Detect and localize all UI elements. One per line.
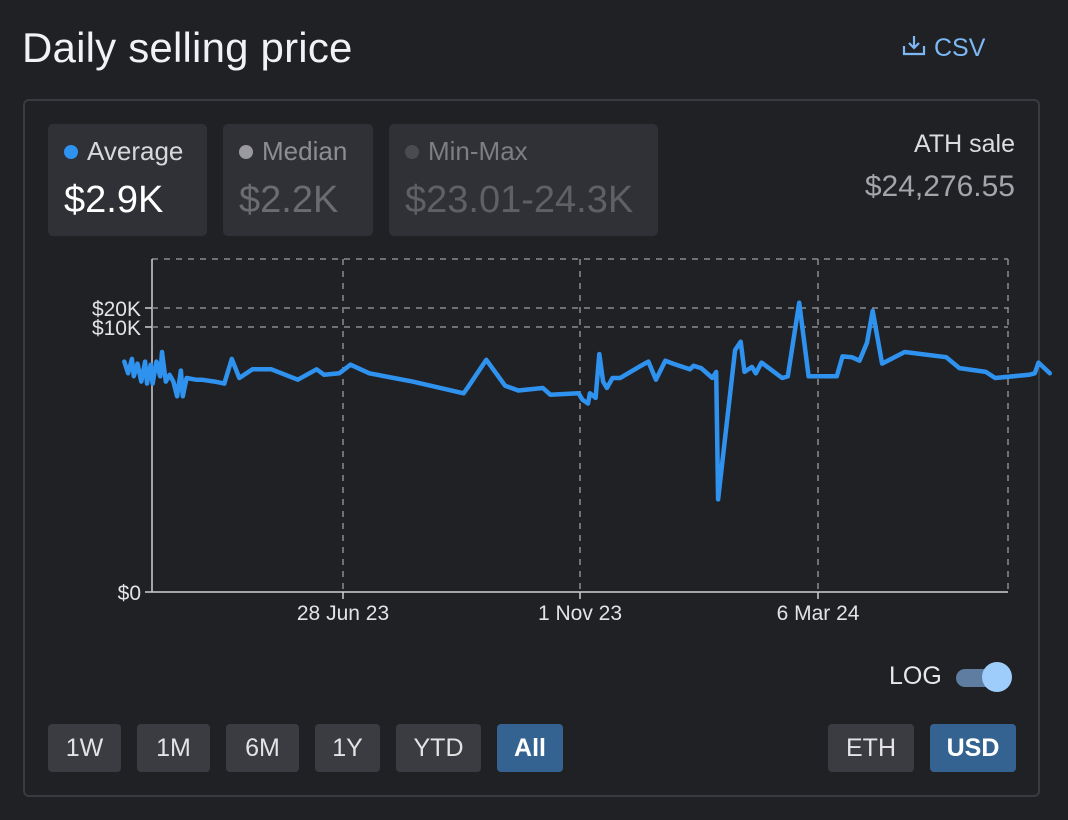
median-dot-icon bbox=[239, 144, 253, 159]
stat-median-value: $2.2K bbox=[239, 179, 339, 221]
x-tick-label-0: 28 Jun 23 bbox=[297, 602, 389, 625]
page-title: Daily selling price bbox=[22, 24, 353, 71]
currency-usd-button[interactable]: USD bbox=[930, 724, 1016, 772]
toggle-knob bbox=[982, 662, 1012, 692]
min-max-dot-icon bbox=[405, 144, 419, 159]
ath-label: ATH sale bbox=[914, 130, 1015, 158]
x-tick-label-1: 1 Nov 23 bbox=[538, 602, 622, 625]
range-1w-button[interactable]: 1W bbox=[48, 724, 121, 772]
price-line-series-0 bbox=[122, 300, 1053, 502]
stat-min-max-value: $23.01-24.3K bbox=[405, 179, 634, 221]
currency-eth-button[interactable]: ETH bbox=[828, 724, 914, 772]
range-ytd-button[interactable]: YTD bbox=[396, 724, 481, 772]
stat-average-value: $2.9K bbox=[64, 179, 164, 221]
x-tick-label-2: 6 Mar 24 bbox=[777, 602, 860, 625]
stat-min-max[interactable]: Min-Max $23.01-24.3K bbox=[389, 124, 658, 236]
stat-min-max-label: Min-Max bbox=[428, 136, 528, 166]
range-6m-button[interactable]: 6M bbox=[226, 724, 299, 772]
log-toggle-label: LOG bbox=[889, 662, 942, 690]
stat-median-label: Median bbox=[262, 136, 348, 166]
csv-label: CSV bbox=[934, 34, 986, 62]
download-icon bbox=[902, 34, 926, 63]
average-dot-icon bbox=[64, 144, 78, 159]
csv-download-button[interactable]: CSV bbox=[902, 34, 985, 63]
stat-average-label: Average bbox=[87, 136, 184, 166]
stat-median[interactable]: Median $2.2K bbox=[223, 124, 373, 236]
y-tick-label-1: $10K bbox=[92, 317, 141, 340]
y-tick-label-0: $20K bbox=[92, 298, 141, 321]
log-scale-toggle[interactable] bbox=[956, 661, 1016, 693]
y-tick-label-2: $0 bbox=[118, 582, 141, 605]
ath-value: $24,276.55 bbox=[864, 170, 1015, 203]
range-all-button[interactable]: All bbox=[497, 724, 563, 772]
stat-average[interactable]: Average $2.9K bbox=[48, 124, 207, 236]
range-1y-button[interactable]: 1Y bbox=[315, 724, 380, 772]
range-1m-button[interactable]: 1M bbox=[137, 724, 210, 772]
chart-card bbox=[23, 99, 1040, 797]
